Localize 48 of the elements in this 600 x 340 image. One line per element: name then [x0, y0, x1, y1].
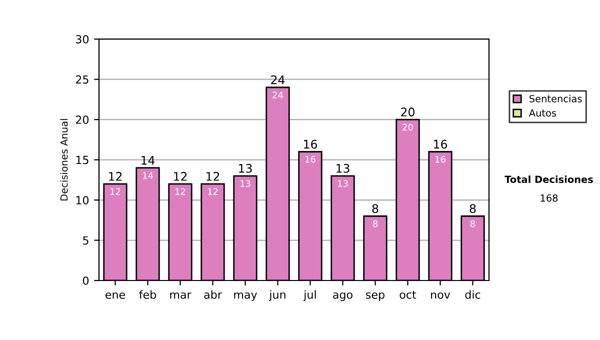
total-label: 8: [372, 204, 378, 214]
y-tick-label: 10: [76, 196, 89, 204]
data-label: 12: [176, 188, 186, 195]
x-tick-label: mar: [170, 292, 192, 299]
x-tick-label: ago: [333, 292, 352, 301]
data-label: 16: [306, 156, 316, 163]
total-label: 12: [109, 172, 122, 181]
y-tick-label: 30: [76, 35, 89, 44]
total-label: 16: [304, 140, 318, 149]
data-label: 20: [402, 124, 413, 131]
data-label: 8: [470, 220, 476, 228]
data-label: 12: [208, 188, 218, 195]
data-label: 12: [110, 188, 120, 195]
total-label: 8: [470, 204, 476, 214]
text: Total Decisiones: [504, 175, 593, 184]
total-label: 12: [206, 172, 220, 181]
text: 168: [540, 194, 558, 202]
x-tick-label: nov: [431, 292, 450, 299]
total-label: 16: [434, 140, 448, 149]
total-label: 12: [174, 172, 187, 181]
data-label: 16: [436, 156, 446, 163]
total-label: 13: [239, 164, 252, 173]
total-label: 14: [142, 156, 155, 165]
x-tick-label: abr: [204, 290, 222, 299]
x-tick-label: sep: [366, 292, 384, 301]
y-tick-label: 0: [82, 276, 89, 285]
total-label: 13: [336, 164, 350, 173]
x-tick-label: jun: [268, 290, 286, 301]
y-tick-label: 20: [76, 116, 89, 124]
x-tick-label: oct: [400, 290, 416, 299]
x-tick-label: may: [234, 292, 258, 301]
total-label: 20: [401, 108, 414, 116]
data-label: 13: [338, 180, 348, 187]
y-tick-label: 5: [83, 236, 88, 245]
data-label: 8: [372, 220, 378, 228]
y-tick-label: 15: [76, 156, 88, 164]
y-tick-label: 25: [76, 75, 88, 84]
x-tick-label: ene: [106, 292, 126, 299]
y-axis-title: Decisiones Anual: [60, 119, 68, 200]
legend-label: Autos: [528, 109, 556, 117]
total-label: 24: [271, 75, 285, 84]
data-label: 14: [143, 172, 153, 179]
data-label: 13: [240, 180, 250, 187]
x-tick-label: jul: [303, 290, 316, 301]
legend-label: Sentencias: [530, 94, 582, 102]
x-tick-label: dic: [465, 290, 480, 299]
x-tick-label: feb: [139, 290, 156, 299]
data-label: 24: [272, 92, 283, 98]
